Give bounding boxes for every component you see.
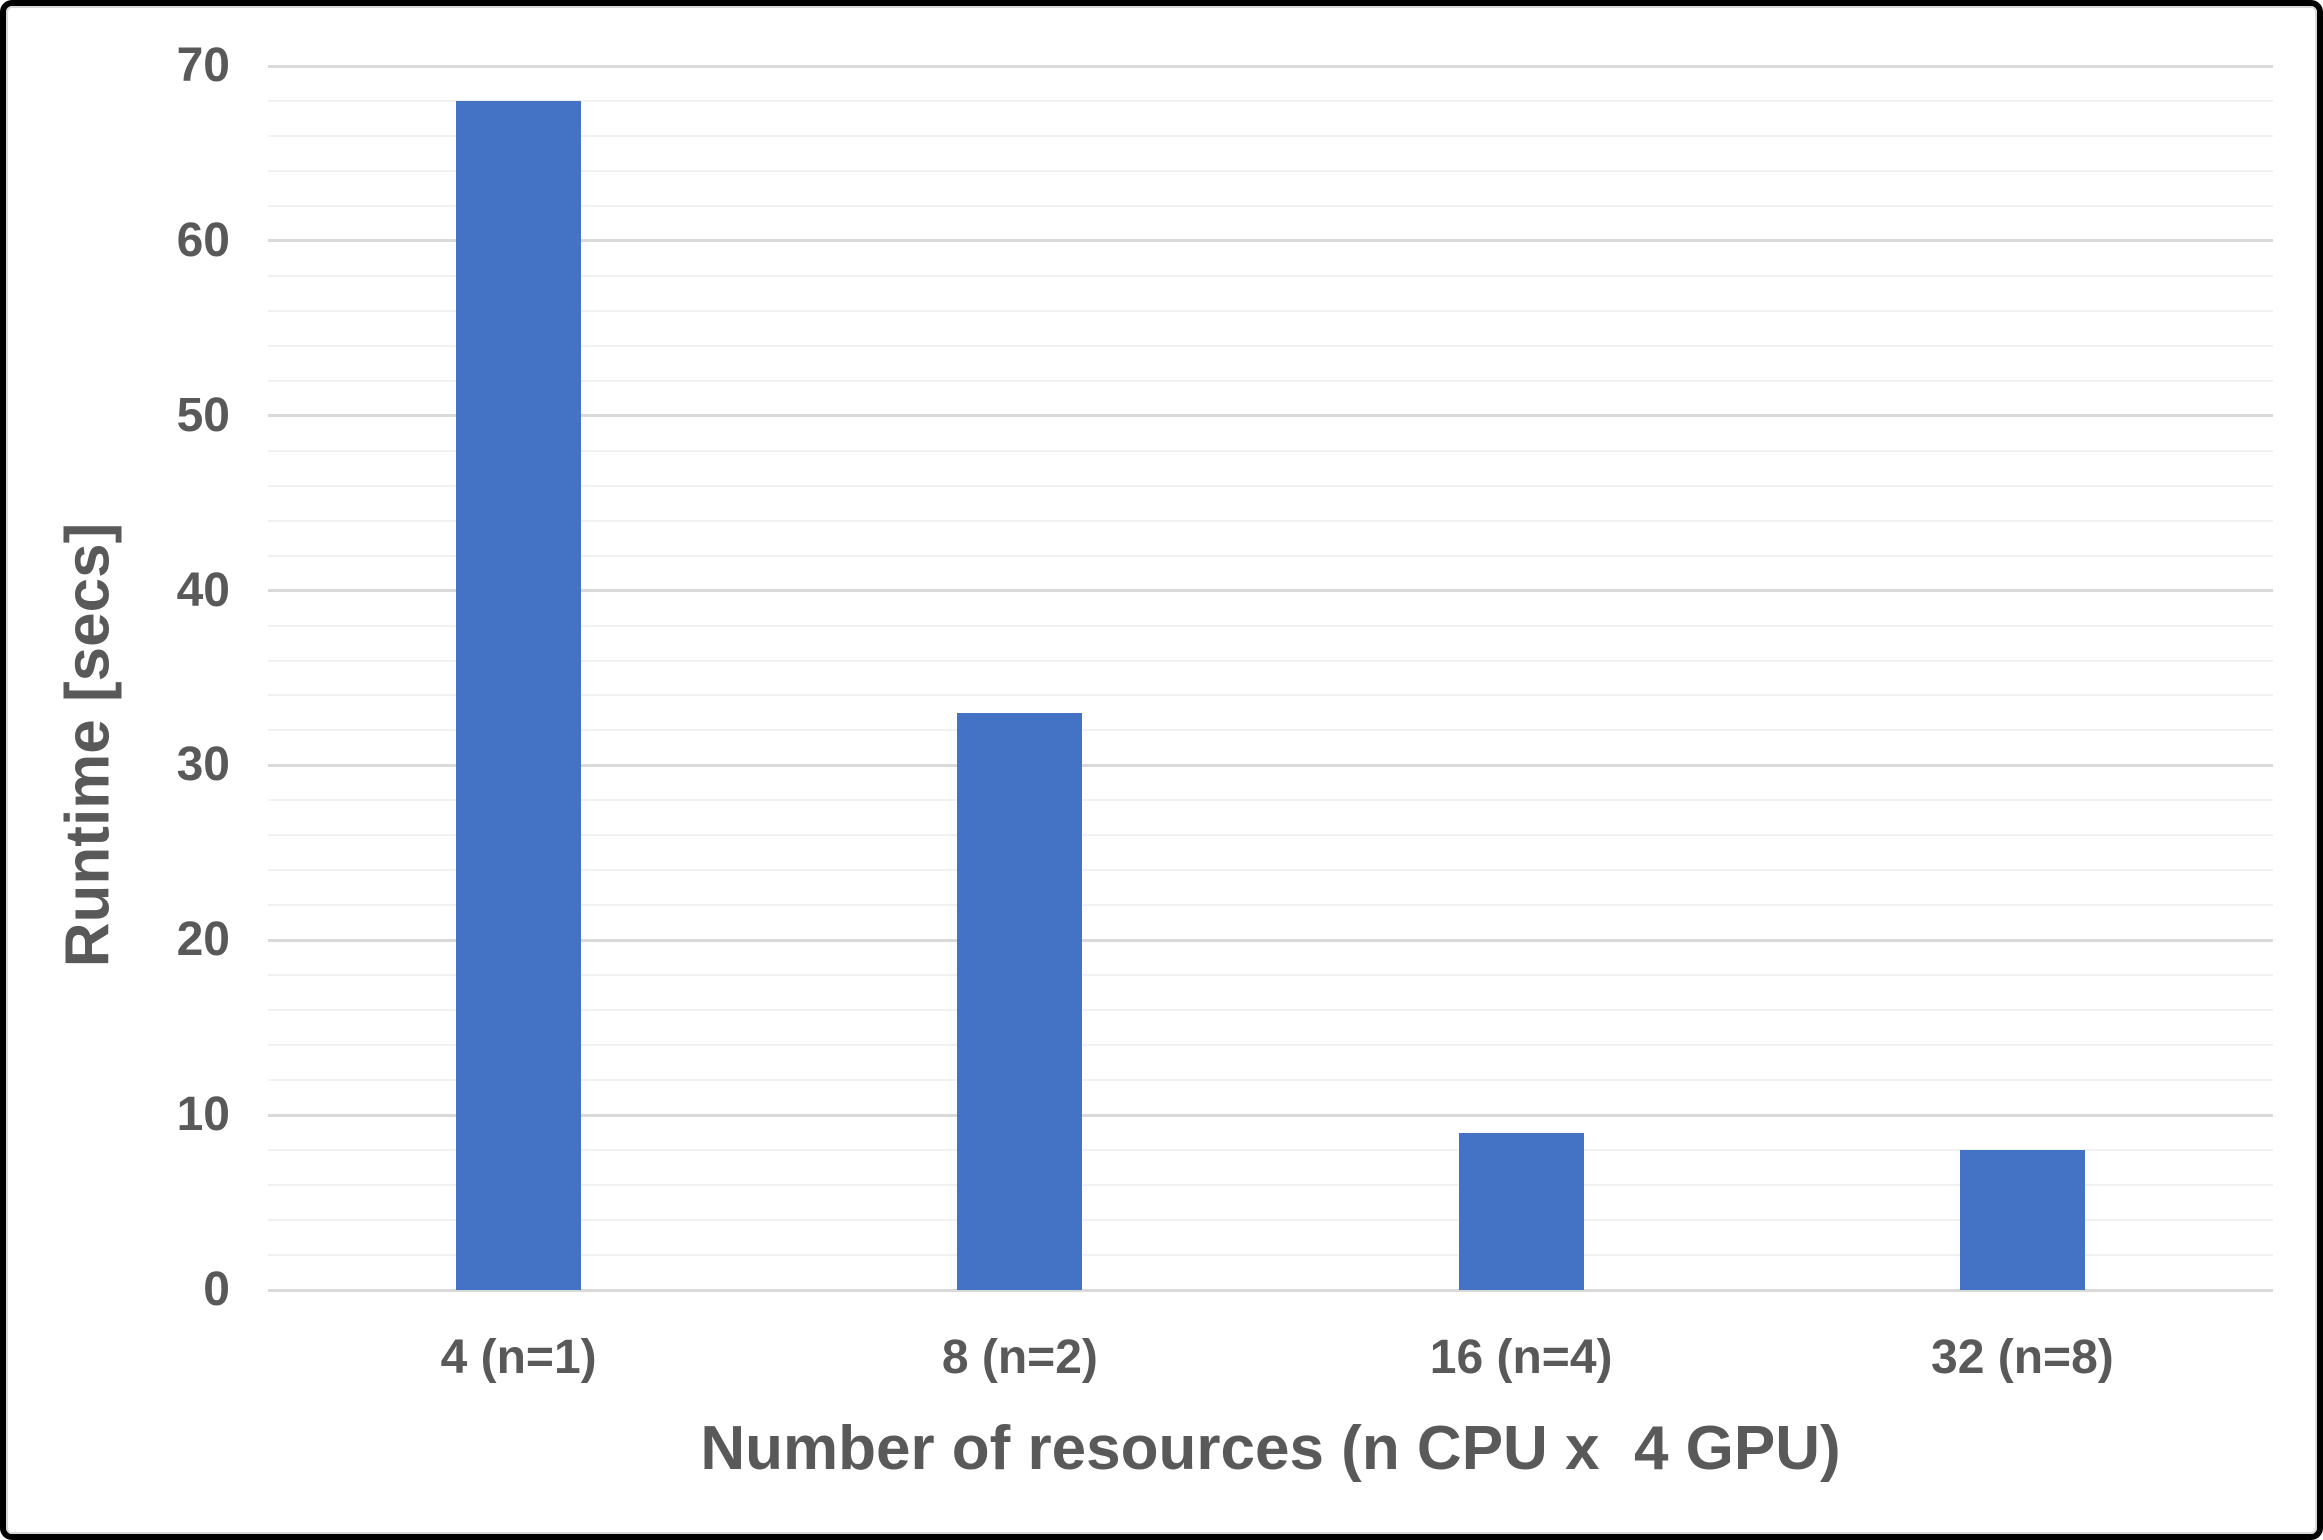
- y-tick-label-30: 30: [176, 738, 230, 792]
- x-category-label-16 (n=4): 16 (n=4): [1429, 1331, 1613, 1384]
- minor-gridline: [268, 659, 2273, 662]
- plot-area: [268, 64, 2273, 1292]
- minor-gridline: [268, 904, 2273, 907]
- minor-gridline: [268, 624, 2273, 627]
- bar-16 (n=4): [1458, 1132, 1584, 1290]
- minor-gridline: [268, 799, 2273, 802]
- minor-gridline: [268, 204, 2273, 207]
- minor-gridline: [268, 344, 2273, 347]
- minor-gridline: [268, 1044, 2273, 1047]
- major-gridline: [268, 414, 2273, 418]
- minor-gridline: [268, 134, 2273, 137]
- minor-gridline: [268, 169, 2273, 172]
- minor-gridline: [268, 1079, 2273, 1082]
- minor-gridline: [268, 974, 2273, 977]
- minor-gridline: [268, 1149, 2273, 1152]
- x-category-label-32 (n=8): 32 (n=8): [1931, 1331, 2114, 1384]
- minor-gridline: [268, 519, 2273, 522]
- minor-gridline: [268, 484, 2273, 487]
- minor-gridline: [268, 1184, 2273, 1187]
- chart-border: Runtime [secs] 0 10 20 30 40 50 60 70 4 (n=1) 8 …: [6, 6, 2317, 1534]
- bar-8 (n=2): [957, 712, 1083, 1290]
- minor-gridline: [268, 99, 2273, 102]
- minor-gridline: [268, 834, 2273, 837]
- minor-gridline: [268, 729, 2273, 732]
- y-tick-label-40: 40: [176, 563, 230, 617]
- y-tick-label-10: 10: [176, 1088, 230, 1142]
- x-category-label-8 (n=2): 8 (n=2): [941, 1331, 1098, 1384]
- minor-gridline: [268, 449, 2273, 452]
- y-tick-label-0: 0: [203, 1263, 230, 1316]
- major-gridline: [268, 64, 2273, 68]
- major-gridline: [268, 589, 2273, 593]
- minor-gridline: [268, 694, 2273, 697]
- minor-gridline: [268, 1219, 2273, 1222]
- minor-gridline: [268, 379, 2273, 382]
- y-tick-label-70: 70: [176, 39, 230, 92]
- bar-32 (n=8): [1959, 1150, 2085, 1290]
- major-gridline: [268, 1288, 2273, 1292]
- minor-gridline: [268, 554, 2273, 557]
- x-category-label-4 (n=1): 4 (n=1): [440, 1331, 597, 1384]
- minor-gridline: [268, 1009, 2273, 1012]
- minor-gridline: [268, 1254, 2273, 1257]
- x-axis-title: Number of resources (n CPU x 4 GPU): [700, 1414, 1841, 1483]
- minor-gridline: [268, 274, 2273, 277]
- minor-gridline: [268, 869, 2273, 872]
- major-gridline: [268, 763, 2273, 767]
- minor-gridline: [268, 309, 2273, 312]
- major-gridline: [268, 239, 2273, 243]
- bar-4 (n=1): [456, 100, 582, 1290]
- y-tick-label-20: 20: [176, 913, 230, 967]
- y-tick-label-50: 50: [176, 388, 230, 442]
- y-tick-label-60: 60: [176, 213, 230, 267]
- major-gridline: [268, 1113, 2273, 1117]
- major-gridline: [268, 938, 2273, 942]
